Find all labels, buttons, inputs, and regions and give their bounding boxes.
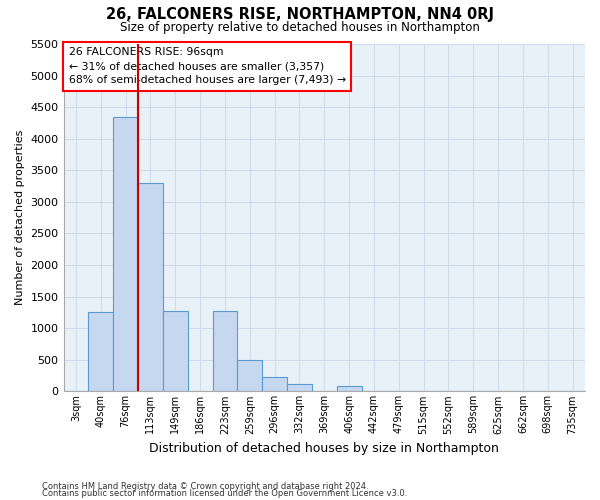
Text: 26, FALCONERS RISE, NORTHAMPTON, NN4 0RJ: 26, FALCONERS RISE, NORTHAMPTON, NN4 0RJ [106,8,494,22]
Bar [238,360,262,392]
Y-axis label: Number of detached properties: Number of detached properties [15,130,25,306]
X-axis label: Distribution of detached houses by size in Northampton: Distribution of detached houses by size … [149,442,499,455]
Bar [287,384,312,392]
Bar [88,312,113,392]
Bar [262,378,287,392]
Bar [163,311,188,392]
Text: 26 FALCONERS RISE: 96sqm
← 31% of detached houses are smaller (3,357)
68% of sem: 26 FALCONERS RISE: 96sqm ← 31% of detach… [69,48,346,86]
Text: Contains HM Land Registry data © Crown copyright and database right 2024.: Contains HM Land Registry data © Crown c… [42,482,368,491]
Bar [113,116,138,392]
Bar [337,386,362,392]
Bar [212,311,238,392]
Bar [138,183,163,392]
Text: Contains public sector information licensed under the Open Government Licence v3: Contains public sector information licen… [42,490,407,498]
Text: Size of property relative to detached houses in Northampton: Size of property relative to detached ho… [120,21,480,34]
